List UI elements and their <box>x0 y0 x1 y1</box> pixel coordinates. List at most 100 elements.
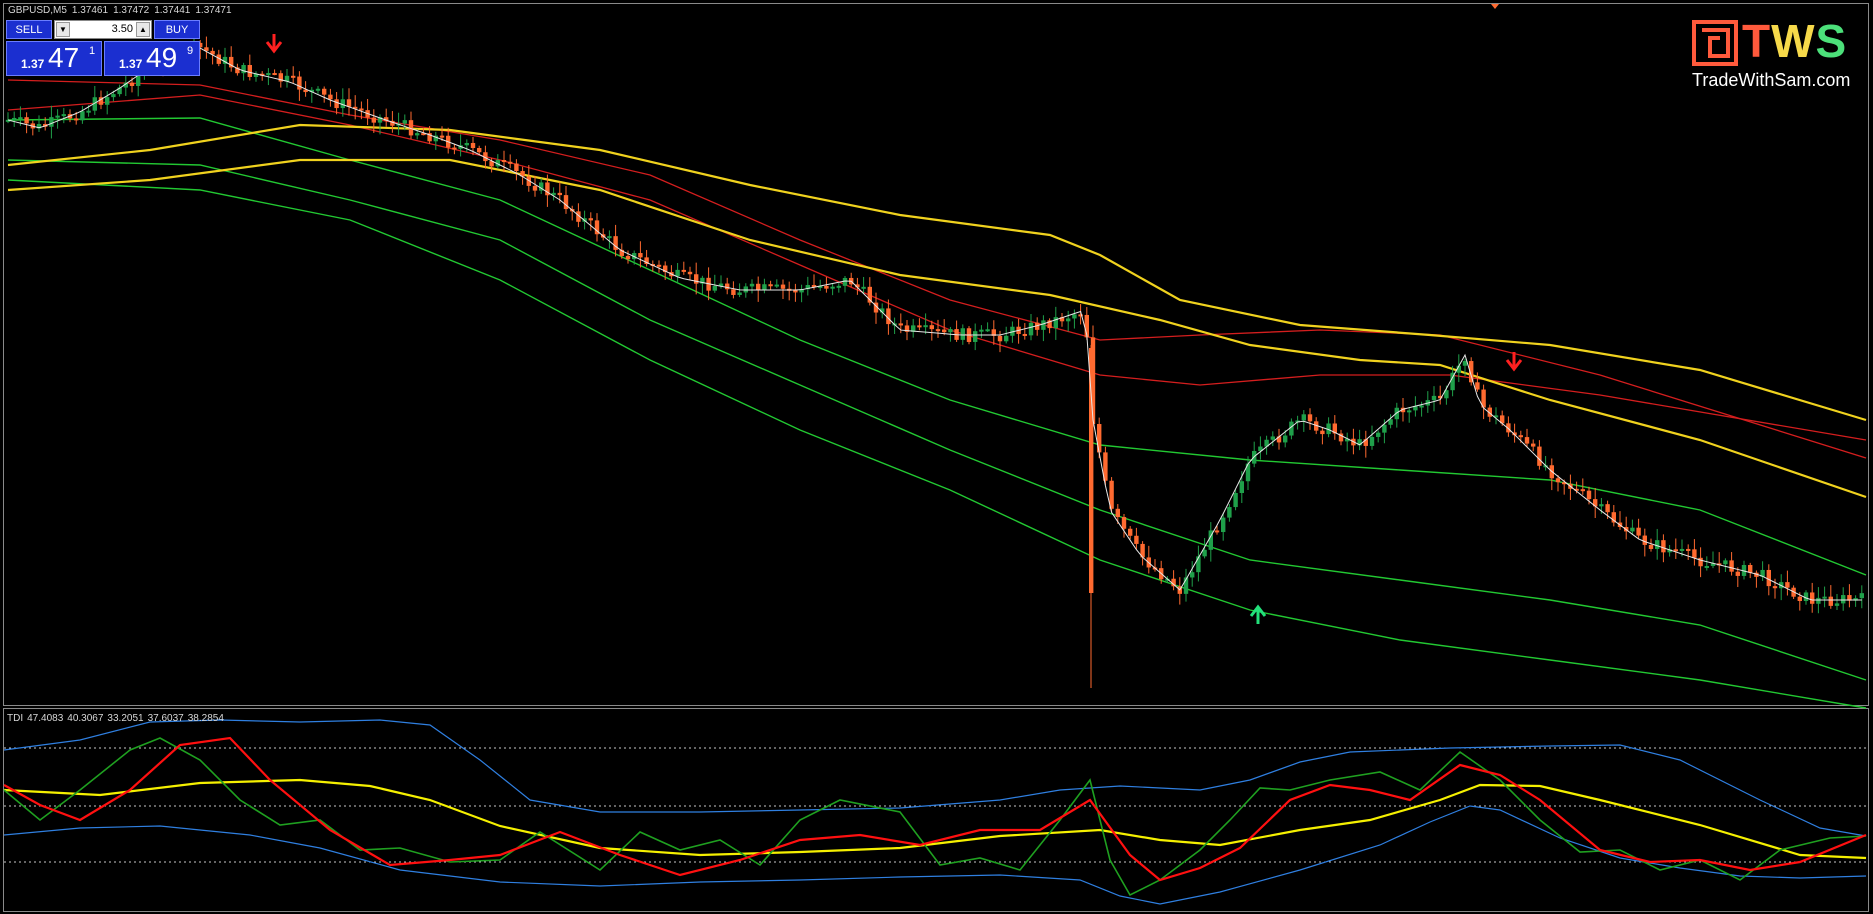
candle-body <box>1276 436 1282 443</box>
candle-body <box>1202 549 1207 557</box>
ask-price-box[interactable]: 1.37 49 9 <box>104 41 200 76</box>
candle-body <box>1524 437 1530 444</box>
candle-body <box>359 108 364 111</box>
candle-body <box>1648 544 1654 549</box>
candle-body <box>1456 365 1461 373</box>
candle-body <box>1097 424 1102 453</box>
lot-decrease-button[interactable]: ▼ <box>56 22 70 37</box>
logo-url: TradeWithSam.com <box>1692 70 1851 90</box>
candle-body <box>1103 452 1108 481</box>
tdi-value-2: 40.3067 <box>67 713 104 724</box>
candle-body <box>322 88 327 95</box>
candle-body <box>1196 556 1201 573</box>
envelope-red-upper <box>7 79 1867 459</box>
logo-letter-s: S <box>1815 15 1848 67</box>
buy-button[interactable]: BUY <box>154 20 200 39</box>
maze-logo-icon <box>1692 20 1738 66</box>
candle-body <box>260 73 265 76</box>
candle-body <box>942 329 947 333</box>
candle-body <box>1698 557 1703 567</box>
tdi-indicator-pane[interactable] <box>3 708 1869 912</box>
candle-body <box>1363 439 1368 446</box>
buy-signal-arrow-up-icon <box>1249 604 1267 624</box>
candle-body <box>92 97 97 111</box>
candle-body <box>98 97 104 105</box>
candle-body <box>1741 564 1747 576</box>
candle-body <box>1221 517 1226 533</box>
candle-body <box>1407 410 1412 413</box>
candle-body <box>61 114 66 117</box>
candle-body <box>1797 596 1802 602</box>
candle-body <box>731 289 736 295</box>
candle-body <box>1089 348 1094 593</box>
candle-body <box>805 285 810 290</box>
candle-body <box>1233 492 1238 508</box>
candle-body <box>204 47 209 51</box>
candle-body <box>1320 430 1325 435</box>
candle-body <box>1636 527 1641 536</box>
candle-body <box>111 94 116 98</box>
moving-average-white <box>7 47 1862 601</box>
ask-price-fraction: 9 <box>187 45 194 57</box>
candle-body <box>1413 406 1418 411</box>
tdi-indicator-label: TDI 47.4083 40.3067 33.2051 37.6037 38.2854 <box>7 713 228 724</box>
candle-body <box>737 292 742 295</box>
candle-body <box>18 117 23 120</box>
candle-body <box>929 325 934 330</box>
candle-body <box>1438 395 1443 399</box>
candle-body <box>985 329 990 332</box>
candle-body <box>1593 499 1598 507</box>
candle-body <box>539 182 544 191</box>
candle-body <box>433 135 438 142</box>
bid-price-fraction: 1 <box>89 45 96 57</box>
envelope-green-lower <box>7 179 1867 709</box>
symbol-name: GBPUSD,M5 <box>8 5 67 16</box>
tdi-series <box>3 719 1868 905</box>
candle-body <box>687 271 693 275</box>
candle-body <box>1822 596 1827 599</box>
sell-button[interactable]: SELL <box>6 20 52 39</box>
candle-body <box>762 284 767 291</box>
lot-size-input[interactable]: 3.50 <box>111 23 133 35</box>
candle-body <box>353 106 358 109</box>
candle-body <box>799 289 804 293</box>
candle-body <box>1332 423 1337 434</box>
candle-body <box>576 211 581 222</box>
candle-body <box>1140 543 1145 558</box>
candle-body <box>1382 424 1387 433</box>
candle-body <box>222 56 228 64</box>
candle-body <box>36 124 42 129</box>
candle-body <box>830 286 835 289</box>
one-click-trading-panel: SELL ▼ 3.50 ▲ BUY 1.37 47 1 1.37 49 9 <box>6 20 200 76</box>
bid-price-pips: 47 <box>48 42 80 73</box>
candle-body <box>1183 577 1189 594</box>
candle-body <box>229 56 234 68</box>
candle-body <box>1214 530 1220 533</box>
candle-body <box>266 73 271 76</box>
candle-body <box>1314 421 1319 431</box>
candle-body <box>1766 569 1771 587</box>
candle-body <box>421 133 426 136</box>
bid-price-box[interactable]: 1.37 47 1 <box>6 41 102 76</box>
candle-body <box>638 253 643 258</box>
moving-average-yellow-slow <box>7 123 1867 422</box>
candle-body <box>1041 320 1046 330</box>
ohlc-low: 1.37441 <box>154 5 191 16</box>
price-chart-pane[interactable] <box>3 3 1869 706</box>
candle-body <box>136 75 141 86</box>
candle-body <box>334 99 339 109</box>
candle-body <box>297 76 302 90</box>
candle-body <box>315 88 321 91</box>
price-series <box>5 4 1867 709</box>
candle-body <box>272 73 277 76</box>
candle-body <box>470 142 476 149</box>
candle-body <box>1066 318 1071 322</box>
lot-increase-button[interactable]: ▲ <box>136 22 150 37</box>
candle-body <box>452 147 457 150</box>
candle-body <box>1673 549 1678 552</box>
sell-signal-arrow-down-icon <box>1505 352 1523 372</box>
candle-body <box>1469 361 1474 383</box>
tdi-value-5: 38.2854 <box>187 713 224 724</box>
candle-body <box>1661 540 1666 553</box>
lot-size-stepper[interactable]: ▼ 3.50 ▲ <box>54 20 152 39</box>
